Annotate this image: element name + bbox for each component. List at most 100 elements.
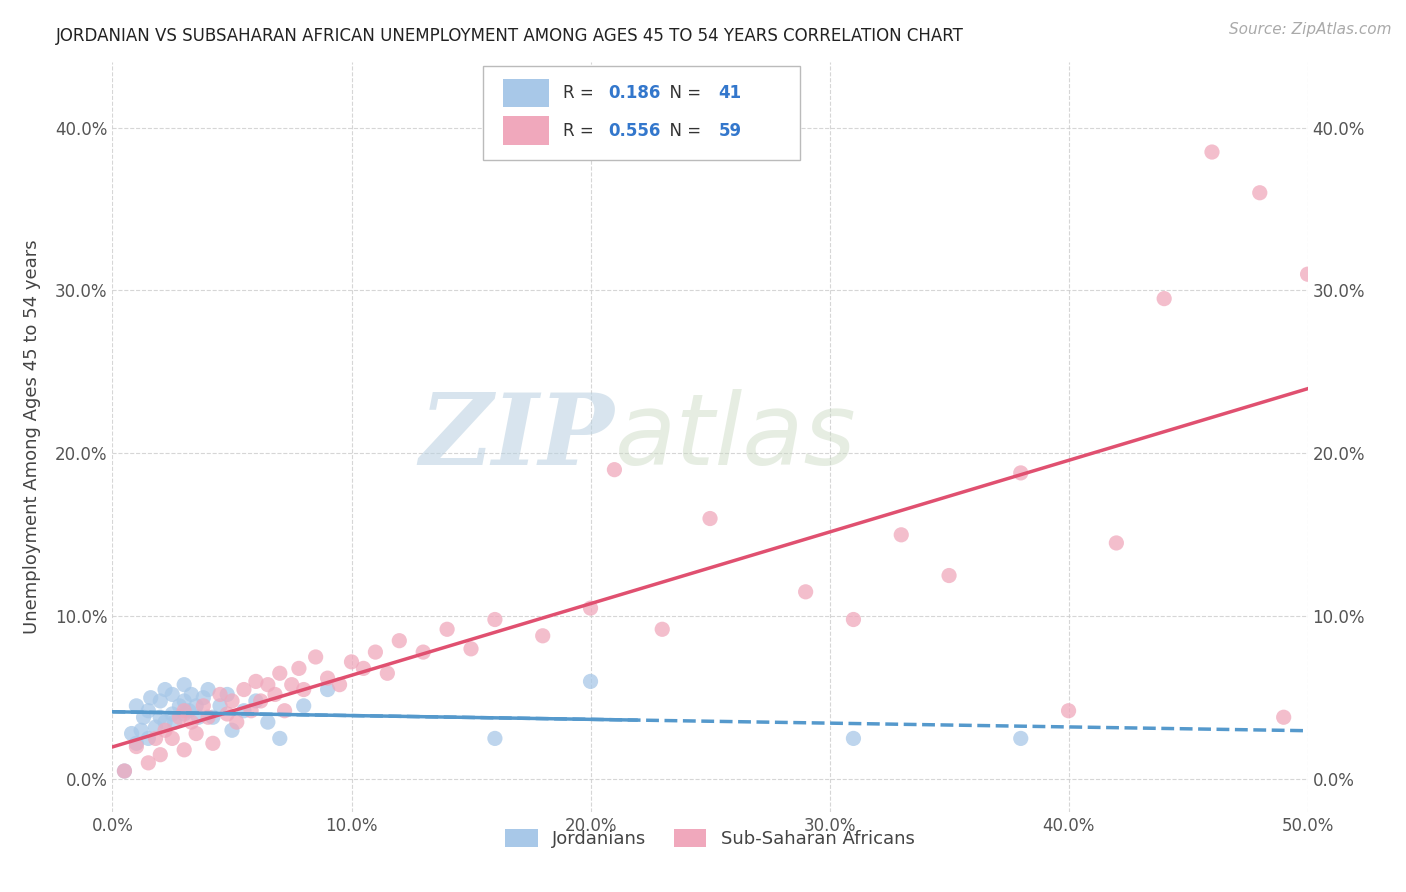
Point [288, 661, 311, 675]
Point [1249, 186, 1271, 200]
Point [186, 698, 208, 713]
Text: 0.556: 0.556 [609, 121, 661, 140]
Point [125, 739, 148, 754]
Point [129, 723, 152, 738]
Text: atlas: atlas [614, 389, 856, 485]
Point [1201, 145, 1223, 159]
Point [173, 706, 195, 721]
FancyBboxPatch shape [503, 116, 548, 145]
Point [162, 688, 183, 702]
Point [269, 731, 291, 746]
Point [187, 710, 209, 724]
Point [257, 715, 280, 730]
Point [794, 584, 817, 599]
Point [484, 613, 506, 627]
Point [233, 682, 256, 697]
Point [201, 710, 224, 724]
Point [938, 568, 960, 582]
Text: 59: 59 [718, 121, 741, 140]
Point [842, 613, 865, 627]
Point [273, 704, 295, 718]
Point [149, 747, 172, 762]
Point [149, 710, 172, 724]
Point [197, 710, 219, 724]
Point [125, 698, 148, 713]
Point [180, 688, 202, 702]
Point [225, 715, 247, 730]
Point [138, 756, 160, 770]
Point [138, 704, 160, 718]
Point [173, 678, 195, 692]
Point [1272, 710, 1295, 724]
Point [221, 723, 243, 738]
Point [240, 704, 263, 718]
Point [149, 694, 172, 708]
Text: R =: R = [562, 121, 599, 140]
Point [138, 731, 160, 746]
Point [316, 682, 339, 697]
Point [842, 731, 865, 746]
Point [162, 731, 183, 746]
Point [209, 698, 232, 713]
Point [264, 688, 287, 702]
Point [281, 678, 304, 692]
Point [1153, 292, 1175, 306]
Point [292, 682, 315, 697]
Text: 41: 41 [718, 84, 741, 103]
Point [173, 704, 195, 718]
Point [245, 694, 267, 708]
Text: R =: R = [562, 84, 599, 103]
Point [233, 704, 256, 718]
Point [193, 698, 215, 713]
Point [579, 601, 602, 615]
Point [412, 645, 434, 659]
Point [352, 661, 374, 675]
Point [245, 674, 267, 689]
Point [249, 694, 271, 708]
Point [153, 715, 176, 730]
Point [201, 736, 224, 750]
Point [292, 698, 315, 713]
Point [316, 671, 339, 685]
Text: 0.186: 0.186 [609, 84, 661, 103]
Point [377, 666, 399, 681]
FancyBboxPatch shape [503, 78, 548, 107]
Point [169, 710, 191, 724]
Point [121, 726, 143, 740]
Point [145, 731, 167, 746]
Point [217, 706, 239, 721]
Point [180, 715, 202, 730]
Text: JORDANIAN VS SUBSAHARAN AFRICAN UNEMPLOYMENT AMONG AGES 45 TO 54 YEARS CORRELATI: JORDANIAN VS SUBSAHARAN AFRICAN UNEMPLOY… [56, 27, 965, 45]
Point [114, 764, 135, 778]
Point [163, 715, 186, 730]
Point [603, 463, 626, 477]
Point [132, 710, 155, 724]
Point [579, 674, 602, 689]
Text: N =: N = [658, 121, 706, 140]
Point [114, 764, 135, 778]
Point [217, 688, 239, 702]
Point [460, 641, 482, 656]
Point [890, 528, 912, 542]
Point [162, 706, 183, 721]
Point [139, 690, 162, 705]
Point [531, 629, 554, 643]
Point [169, 698, 191, 713]
Point [197, 682, 219, 697]
Point [329, 678, 352, 692]
Point [173, 694, 195, 708]
Point [221, 694, 243, 708]
Text: ZIP: ZIP [419, 389, 614, 485]
Point [153, 723, 176, 738]
Point [651, 622, 673, 636]
Point [177, 704, 200, 718]
Point [388, 633, 411, 648]
Point [436, 622, 458, 636]
Point [186, 726, 208, 740]
Point [305, 650, 328, 665]
Point [340, 655, 363, 669]
Point [257, 678, 280, 692]
Point [173, 743, 195, 757]
Point [269, 666, 291, 681]
Text: N =: N = [658, 84, 706, 103]
